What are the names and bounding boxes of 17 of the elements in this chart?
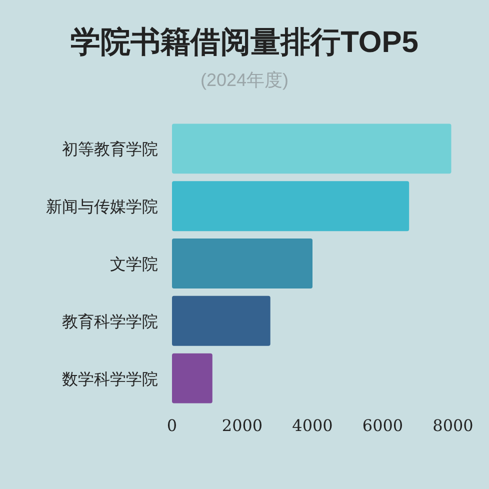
y-tick-label: 新闻与传媒学院 bbox=[46, 197, 158, 216]
x-tick-label: 8000 bbox=[432, 416, 474, 435]
bar bbox=[172, 353, 212, 404]
x-tick-label: 4000 bbox=[292, 416, 333, 435]
bar bbox=[172, 181, 410, 232]
bar bbox=[172, 238, 312, 288]
x-tick-label: 0 bbox=[166, 416, 178, 435]
chart-subtitle: (2024年度) bbox=[200, 70, 289, 90]
y-tick-label: 教育科学学院 bbox=[62, 312, 158, 331]
bar bbox=[172, 124, 452, 174]
x-tick-label: 2000 bbox=[222, 416, 263, 435]
y-tick-label: 数学科学学院 bbox=[62, 369, 158, 388]
bar bbox=[172, 296, 270, 346]
x-tick-label: 6000 bbox=[362, 416, 404, 435]
y-tick-label: 初等教育学院 bbox=[62, 140, 158, 159]
y-tick-label: 文学院 bbox=[110, 254, 158, 274]
chart-title: 学院书籍借阅量排行TOP5 bbox=[70, 26, 418, 59]
